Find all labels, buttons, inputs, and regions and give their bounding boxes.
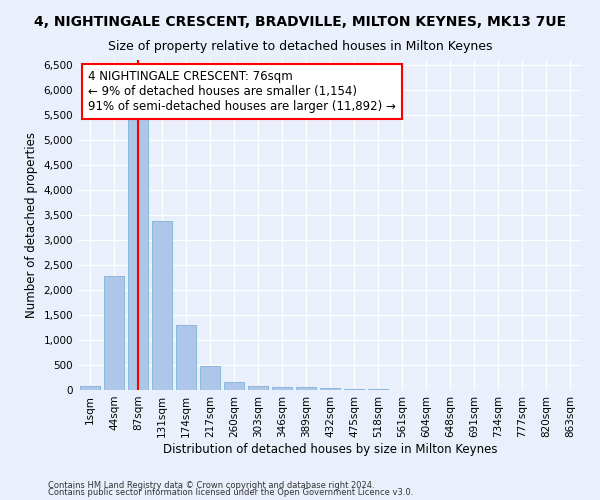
Bar [368, 389, 388, 390]
Bar [320, 388, 340, 390]
Text: Contains HM Land Registry data © Crown copyright and database right 2024.: Contains HM Land Registry data © Crown c… [48, 480, 374, 490]
Bar [152, 221, 172, 390]
Text: Size of property relative to detached houses in Milton Keynes: Size of property relative to detached ho… [108, 40, 492, 53]
Bar [272, 387, 292, 390]
Bar [248, 386, 268, 390]
Bar [344, 388, 364, 390]
Bar [224, 382, 244, 390]
Bar [296, 387, 316, 390]
X-axis label: Distribution of detached houses by size in Milton Keynes: Distribution of detached houses by size … [163, 442, 497, 456]
Bar [80, 386, 100, 390]
Bar [128, 119, 148, 390]
Text: 4 NIGHTINGALE CRESCENT: 76sqm
← 9% of detached houses are smaller (1,154)
91% of: 4 NIGHTINGALE CRESCENT: 76sqm ← 9% of de… [88, 70, 396, 113]
Text: 4, NIGHTINGALE CRESCENT, BRADVILLE, MILTON KEYNES, MK13 7UE: 4, NIGHTINGALE CRESCENT, BRADVILLE, MILT… [34, 15, 566, 29]
Bar [104, 276, 124, 390]
Bar [176, 324, 196, 390]
Bar [200, 366, 220, 390]
Text: Contains public sector information licensed under the Open Government Licence v3: Contains public sector information licen… [48, 488, 413, 497]
Y-axis label: Number of detached properties: Number of detached properties [25, 132, 38, 318]
